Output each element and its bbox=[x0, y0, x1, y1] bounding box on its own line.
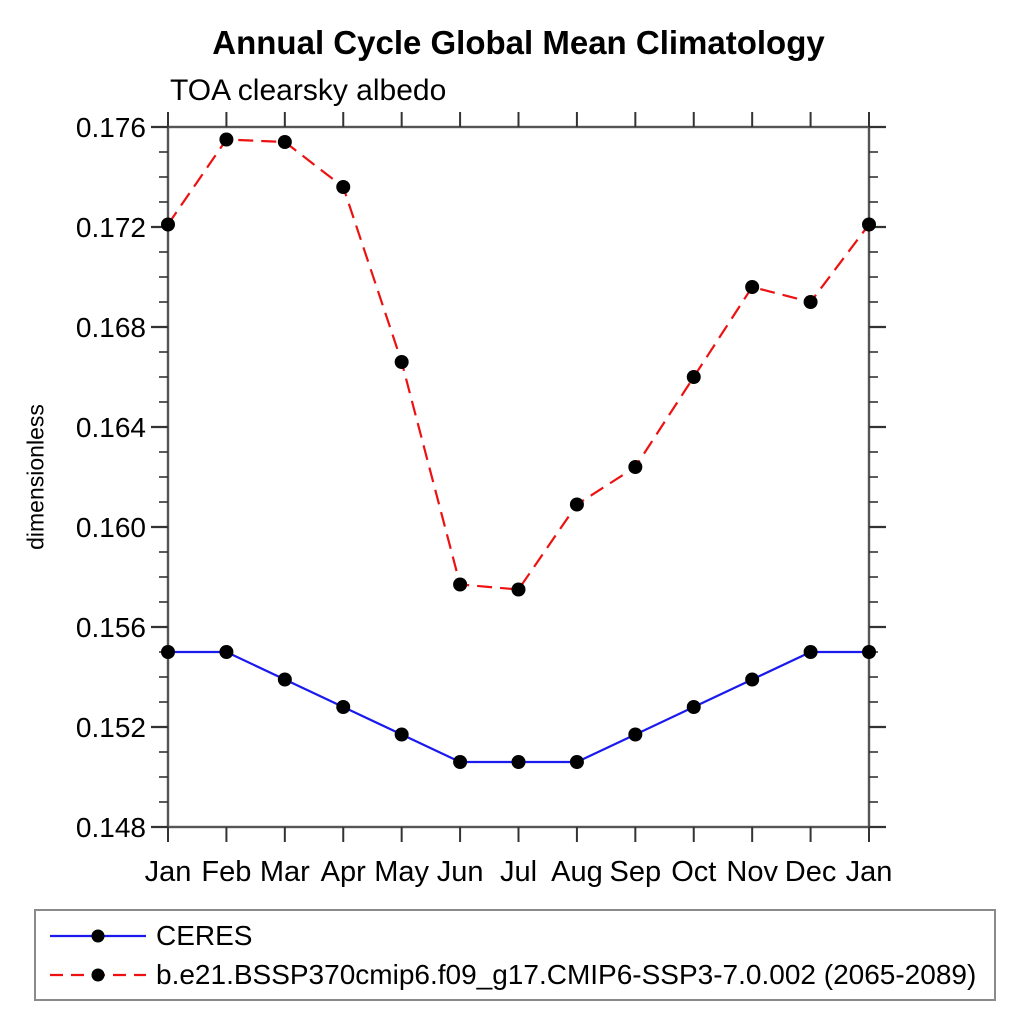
y-tick-label: 0.172 bbox=[76, 212, 146, 243]
x-tick-label: Jan bbox=[846, 856, 893, 888]
data-point-marker bbox=[745, 280, 760, 294]
y-tick-label: 0.156 bbox=[76, 612, 146, 643]
x-tick-label: May bbox=[374, 856, 429, 888]
y-tick-label: 0.164 bbox=[76, 412, 146, 443]
x-tick-label: Apr bbox=[321, 856, 366, 888]
series-0 bbox=[161, 645, 876, 769]
data-point-marker bbox=[394, 355, 409, 369]
data-point-marker bbox=[277, 672, 292, 687]
series-1 bbox=[161, 132, 876, 597]
y-tick-label: 0.148 bbox=[76, 812, 146, 843]
x-tick-label: Oct bbox=[671, 856, 716, 888]
series-line-0 bbox=[168, 650, 869, 764]
data-point-marker bbox=[511, 582, 526, 597]
data-point-marker bbox=[394, 727, 409, 742]
y-tick-label: 0.152 bbox=[76, 712, 146, 743]
chart-title: Annual Cycle Global Mean Climatology bbox=[212, 24, 825, 61]
data-point-marker bbox=[628, 727, 643, 742]
data-point-marker bbox=[511, 755, 526, 769]
data-point-marker bbox=[686, 370, 701, 384]
y-tick-label: 0.168 bbox=[76, 312, 146, 343]
data-point-marker bbox=[569, 755, 584, 769]
data-point-marker bbox=[161, 645, 175, 659]
legend-dashed-line-marker-icon bbox=[50, 968, 146, 981]
legend: CERES b.e21.BSSP370cmip6.f09_g17.CMIP6-S… bbox=[34, 909, 996, 1001]
x-tick-label: Aug bbox=[551, 856, 603, 888]
data-point-marker bbox=[745, 672, 760, 687]
data-point-marker bbox=[336, 700, 351, 714]
y-tick-label: 0.160 bbox=[76, 512, 146, 543]
series-line-1 bbox=[167, 138, 870, 591]
x-tick-label: Dec bbox=[785, 856, 837, 888]
data-point-marker bbox=[219, 132, 234, 147]
data-point-marker bbox=[628, 460, 643, 474]
data-point-marker bbox=[453, 577, 468, 592]
x-tick-label: Nov bbox=[726, 856, 778, 888]
x-tick-label: Mar bbox=[260, 856, 310, 888]
legend-label-ceres: CERES bbox=[156, 919, 253, 951]
data-point-marker bbox=[569, 497, 584, 512]
data-point-marker bbox=[686, 700, 701, 714]
x-tick-label: Feb bbox=[201, 856, 251, 888]
data-point-marker bbox=[803, 645, 818, 659]
data-point-marker bbox=[803, 295, 818, 309]
plot-frame bbox=[166, 125, 871, 829]
chart-subtitle: TOA clearsky albedo bbox=[170, 74, 447, 107]
x-axis-ticks: Jan Feb Mar Apr May Jun Jul Aug Sep Oct Nov Dec Jan bbox=[145, 112, 893, 888]
y-axis-ticks: 0.148 0.152 0.156 0.160 0.164 0.168 0.172 0.176 bbox=[76, 112, 886, 843]
data-point-marker bbox=[862, 217, 876, 232]
x-tick-label: Jun bbox=[437, 856, 484, 888]
x-tick-label: Jul bbox=[500, 856, 537, 888]
legend-solid-line-marker-icon bbox=[50, 929, 146, 942]
y-tick-label: 0.176 bbox=[76, 112, 146, 143]
data-point-marker bbox=[453, 755, 468, 769]
data-point-marker bbox=[862, 645, 876, 659]
x-tick-label: Jan bbox=[145, 856, 192, 888]
data-point-marker bbox=[277, 135, 292, 149]
data-point-marker bbox=[219, 645, 234, 659]
legend-item-ceres: CERES bbox=[48, 920, 994, 952]
data-point-marker bbox=[336, 180, 351, 194]
legend-item-model: b.e21.BSSP370cmip6.f09_g17.CMIP6-SSP3-7.… bbox=[48, 959, 994, 991]
data-point-marker bbox=[161, 217, 175, 232]
legend-label-model: b.e21.BSSP370cmip6.f09_g17.CMIP6-SSP3-7.… bbox=[156, 958, 977, 990]
x-tick-label: Sep bbox=[610, 856, 662, 888]
